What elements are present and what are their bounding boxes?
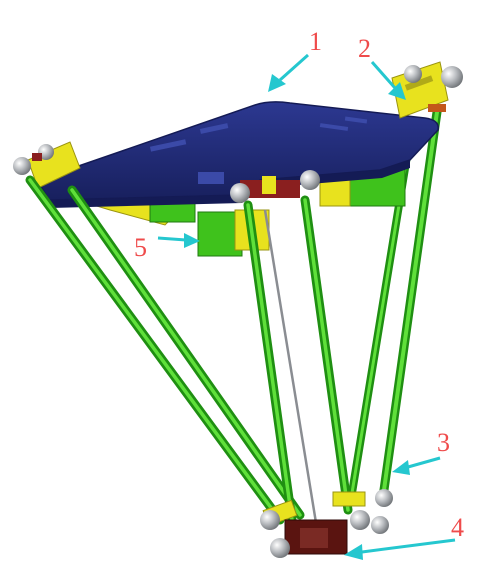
effector-ball-joint-b: [270, 538, 290, 558]
ball-joint-front-a: [230, 183, 250, 203]
arm-pair-front: [243, 195, 353, 536]
effector-ball-joint-d: [371, 516, 389, 534]
arm-left-outer-highlight: [28, 178, 282, 522]
arrow-3-head: [392, 460, 410, 475]
arm-pair-left: [25, 175, 305, 525]
joint-cap-left: [32, 153, 42, 161]
effector-ball-joint-c: [350, 510, 370, 530]
front-joint-collar: [262, 176, 276, 194]
effector-ball-joint-e: [375, 489, 393, 507]
rear-arm-right-inner-highlight: [350, 148, 410, 495]
arm-left-inner-highlight: [70, 188, 302, 517]
effector-bracket-right: [332, 491, 366, 507]
joint-cap-right: [428, 104, 446, 112]
bracket-right-slot: [404, 75, 434, 91]
center-telescopic-shaft: [263, 209, 320, 536]
callout-label-3: 3: [437, 428, 450, 457]
callout-labels: 1 2 3 4 5: [134, 27, 464, 542]
effector-ball-joint-a: [260, 510, 280, 530]
base-platform: [36, 101, 439, 208]
rear-arm-pair: [348, 107, 442, 502]
rear-arm-right-outer-highlight: [381, 110, 439, 499]
platform-slot: [199, 123, 229, 134]
arrow-2-head: [388, 82, 406, 100]
ball-joint-left-a: [13, 157, 31, 175]
platform-slot: [319, 123, 349, 131]
arrow-5-head: [184, 233, 200, 248]
ball-joint-right-a: [404, 65, 422, 83]
corner-bracket-right: [391, 61, 463, 119]
callout-label-5: 5: [134, 233, 147, 262]
arrow-2: [370, 61, 397, 89]
arrow-3: [407, 456, 441, 469]
effector-center-block: [300, 528, 328, 548]
bracket-left-plate: [27, 141, 81, 189]
ball-joint-front-b: [300, 170, 320, 190]
platform-slot: [198, 172, 224, 184]
corner-bracket-left: [13, 141, 81, 189]
callout-label-4: 4: [451, 513, 464, 542]
platform-slot: [344, 116, 368, 124]
callout-label-1: 1: [309, 27, 322, 56]
arm-front-right-highlight: [303, 198, 350, 512]
arrow-1: [279, 53, 309, 82]
callout-arrows: [157, 53, 456, 560]
arrow-4: [361, 538, 456, 554]
platform-edge: [38, 160, 410, 208]
arrow-4-head: [344, 544, 363, 560]
ball-joint-right-b: [441, 66, 463, 88]
arrow-1-head: [268, 74, 286, 92]
arm-front-left-highlight: [246, 203, 294, 522]
callout-label-2: 2: [358, 34, 371, 63]
platform-slot: [149, 139, 187, 152]
end-effector: [260, 489, 393, 558]
arrow-5: [157, 236, 187, 242]
